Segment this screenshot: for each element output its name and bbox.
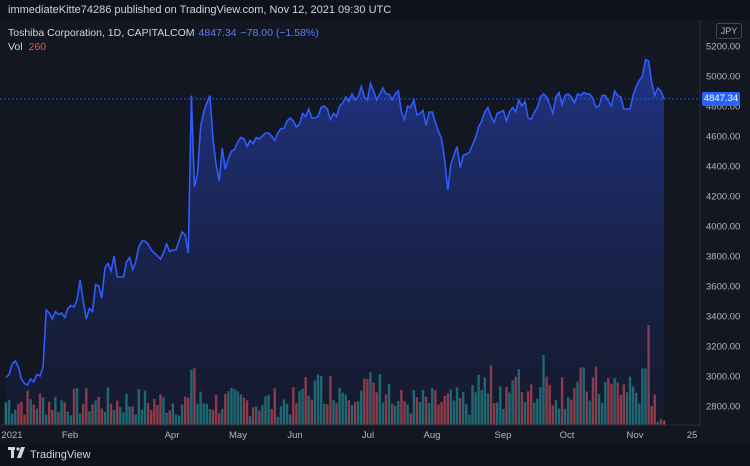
x-tick-label: Jul (362, 430, 374, 441)
footer: TradingView (0, 445, 750, 466)
volume-label: Vol (8, 41, 23, 53)
y-tick-label: 4400.00 (706, 162, 740, 173)
y-tick-label: 4800.00 (706, 102, 740, 113)
price-line (5, 58, 665, 387)
volume-value: 260 (28, 41, 47, 53)
x-tick-label: Jun (287, 430, 302, 441)
y-tick-label: 3200.00 (706, 342, 740, 353)
x-tick-label: Oct (560, 430, 575, 441)
price-axis[interactable]: 5200.00 5000.00 4800.00 4600.00 4400.00 4200.… (706, 42, 740, 413)
published-text: immediateKitte74286 published on Trading… (8, 4, 392, 16)
tradingview-logo-icon[interactable] (8, 445, 26, 466)
y-tick-label: 4600.00 (706, 132, 740, 143)
y-tick-label: 4000.00 (706, 222, 740, 233)
x-tick-label: Sep (495, 430, 512, 441)
x-tick-label: Aug (424, 430, 441, 441)
y-tick-label: 4200.00 (706, 192, 740, 203)
symbol-label: Toshiba Corporation, 1D, CAPITALCOM (8, 27, 195, 39)
y-tick-label: 2800.00 (706, 402, 740, 413)
published-bar: immediateKitte74286 published on Trading… (0, 0, 750, 20)
x-tick-label: Nov (627, 430, 644, 441)
y-tick-label: 3400.00 (706, 312, 740, 323)
change-value: −78.00 (−1.58%) (240, 27, 319, 39)
price-area (6, 59, 664, 425)
y-tick-label: 3000.00 (706, 372, 740, 383)
brand-label[interactable]: TradingView (30, 449, 91, 462)
legend: Toshiba Corporation, 1D, CAPITALCOM 4847.… (8, 26, 319, 54)
y-tick-label: 3600.00 (706, 282, 740, 293)
y-tick-label: 5000.00 (706, 72, 740, 83)
last-price-tag: 4847.34 (702, 92, 740, 106)
x-tick-label: 25 (687, 430, 698, 441)
y-tick-label: 3800.00 (706, 252, 740, 263)
x-tick-label: May (229, 430, 247, 441)
currency-badge[interactable]: JPY (716, 23, 742, 39)
last-value: 4847.34 (198, 27, 237, 39)
legend-row-volume: Vol 260 (8, 40, 319, 54)
x-tick-label: 2021 (1, 430, 22, 441)
time-axis[interactable]: 2021 Feb Apr May Jun Jul Aug Sep Oct Nov 25 (1, 430, 697, 441)
x-tick-label: Feb (62, 430, 78, 441)
legend-row-main: Toshiba Corporation, 1D, CAPITALCOM 4847.… (8, 26, 319, 40)
x-tick-label: Apr (165, 430, 180, 441)
y-tick-label: 5200.00 (706, 42, 740, 53)
